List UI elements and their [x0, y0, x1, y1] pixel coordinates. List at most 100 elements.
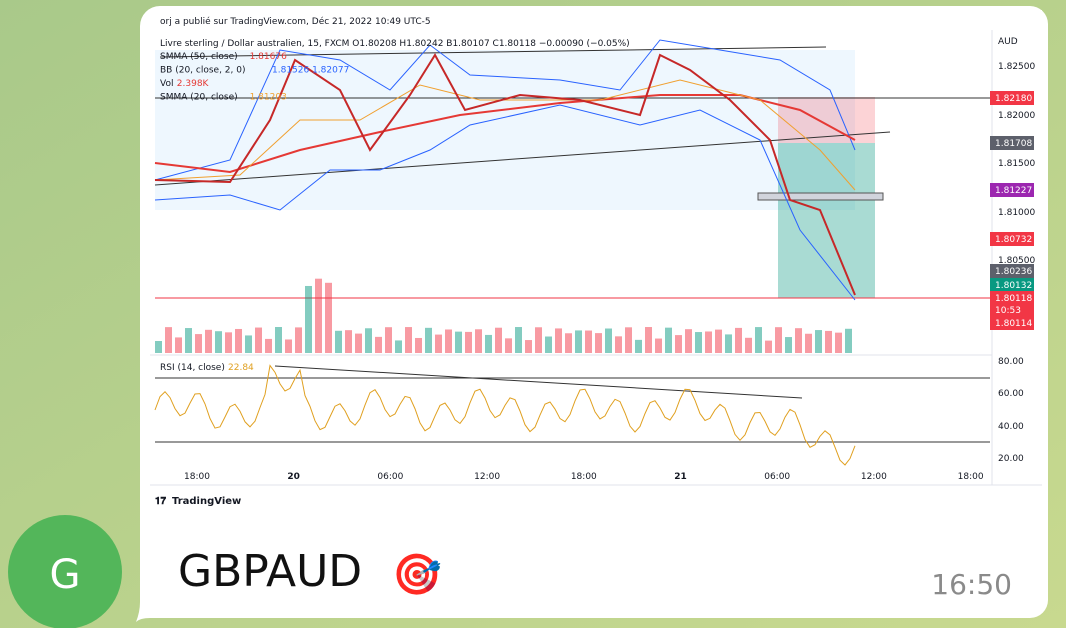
- volume-bar: [315, 278, 322, 353]
- rsi-axis-label: 20.00: [998, 454, 1024, 464]
- chart-drawing: [150, 30, 1042, 486]
- time-axis-label: 06:00: [377, 472, 403, 482]
- indicator-name: SMMA (50, close): [160, 52, 238, 62]
- volume-bar: [455, 331, 462, 353]
- brand-logo: 𝟏𝟕: [155, 496, 167, 507]
- volume-bar: [345, 330, 352, 353]
- time-axis-label: 18:00: [571, 472, 597, 482]
- time-axis-label: 21: [674, 472, 687, 482]
- volume-bar: [735, 327, 742, 353]
- volume-bar: [355, 333, 362, 353]
- volume-bar: [555, 328, 562, 353]
- price-tag: [990, 278, 1034, 292]
- volume-bar: [325, 282, 332, 353]
- volume-bar: [565, 333, 572, 353]
- price-axis-label: 1.81500: [998, 159, 1035, 169]
- volume-bar: [465, 331, 472, 353]
- time-axis-label: 20: [287, 472, 300, 482]
- volume-bar: [705, 331, 712, 353]
- indicator-name: BB (20, close, 2, 0): [160, 66, 245, 76]
- volume-bar: [275, 327, 282, 353]
- time-axis-label: 06:00: [764, 472, 790, 482]
- volume-bar: [675, 335, 682, 353]
- time-axis-label: 18:00: [184, 472, 210, 482]
- volume-bar: [625, 327, 632, 353]
- indicator-value: 2.398K: [177, 79, 210, 89]
- bb-fill: [155, 50, 855, 210]
- volume-bar: [665, 327, 672, 353]
- chart-header: orj a publié sur TradingView.com, Déc 21…: [160, 16, 431, 27]
- brand: TradingView: [172, 496, 241, 507]
- indicator-name: Vol: [160, 79, 173, 89]
- volume-bar: [235, 328, 242, 353]
- teal-zone: [778, 143, 875, 298]
- price-tag-label: 1.80732: [995, 235, 1032, 245]
- volume-bar: [505, 338, 512, 353]
- price-axis-label: 1.81000: [998, 208, 1035, 218]
- volume-bar: [585, 330, 592, 353]
- price-tag: [990, 303, 1034, 317]
- avatar-letter: G: [50, 552, 81, 598]
- volume-bar: [595, 333, 602, 353]
- volume-bar: [825, 330, 832, 353]
- time-axis-label: 12:00: [474, 472, 500, 482]
- volume-bar: [385, 327, 392, 353]
- volume-bar: [785, 337, 792, 353]
- volume-bar: [205, 329, 212, 353]
- indicator-value: 1.81526 1.82077: [272, 66, 349, 76]
- volume-bar: [175, 337, 182, 353]
- volume-bar: [695, 332, 702, 353]
- rsi-axis-label: 80.00: [998, 357, 1024, 367]
- volume-bar: [815, 330, 822, 353]
- price-tag-label: 1.81708: [995, 139, 1032, 149]
- price-tag-label: 10:53: [995, 306, 1021, 316]
- volume-bar: [295, 327, 302, 353]
- volume-bar: [655, 338, 662, 353]
- price-tag: [990, 183, 1034, 197]
- message-text: GBPAUD: [178, 546, 362, 597]
- volume-bar: [215, 331, 222, 353]
- volume-bar: [185, 328, 192, 353]
- price-tag: [990, 232, 1034, 246]
- volume-bar: [515, 327, 522, 353]
- bb-lower: [154, 104, 856, 301]
- volume-bar: [445, 329, 452, 353]
- volume-bar: [535, 327, 542, 353]
- volume-bar: [795, 328, 802, 353]
- volume-bar: [195, 334, 202, 353]
- volume-bar: [845, 328, 852, 353]
- volume-bar: [765, 340, 772, 353]
- volume-bar: [685, 329, 692, 353]
- volume-bar: [635, 339, 642, 353]
- red-zone: [778, 97, 875, 143]
- volume-bar: [265, 338, 272, 353]
- volume-bar: [285, 339, 292, 353]
- trend-bottom: [154, 131, 891, 186]
- price-axis-label: 1.82000: [998, 111, 1035, 121]
- gray-zone: [757, 192, 884, 201]
- message-emoji: 🎯: [392, 552, 442, 598]
- price-tag-label: 1.80236: [995, 267, 1032, 277]
- volume-bar: [575, 330, 582, 353]
- currency: AUD: [998, 37, 1018, 47]
- volume-bar: [775, 327, 782, 353]
- price-tag: [990, 264, 1034, 278]
- volume-bar: [755, 327, 762, 353]
- avatar[interactable]: [8, 515, 122, 629]
- rsi-value: 22.84: [228, 363, 254, 373]
- rsi-trend: [274, 365, 803, 399]
- price-tag: [990, 91, 1034, 105]
- time-axis-label: 18:00: [958, 472, 984, 482]
- volume-bar: [165, 327, 172, 353]
- rsi-line: [154, 364, 856, 466]
- volume-bar: [365, 328, 372, 353]
- volume-bar: [645, 327, 652, 353]
- price-tag: [990, 136, 1034, 150]
- chart-image: [150, 10, 1042, 515]
- volume-bar: [425, 327, 432, 353]
- price-tag-label: 1.81227: [995, 186, 1032, 196]
- bb-upper: [154, 39, 856, 181]
- rsi-label: RSI (14, close): [160, 363, 225, 373]
- indicator-name: SMMA (20, close): [160, 93, 238, 103]
